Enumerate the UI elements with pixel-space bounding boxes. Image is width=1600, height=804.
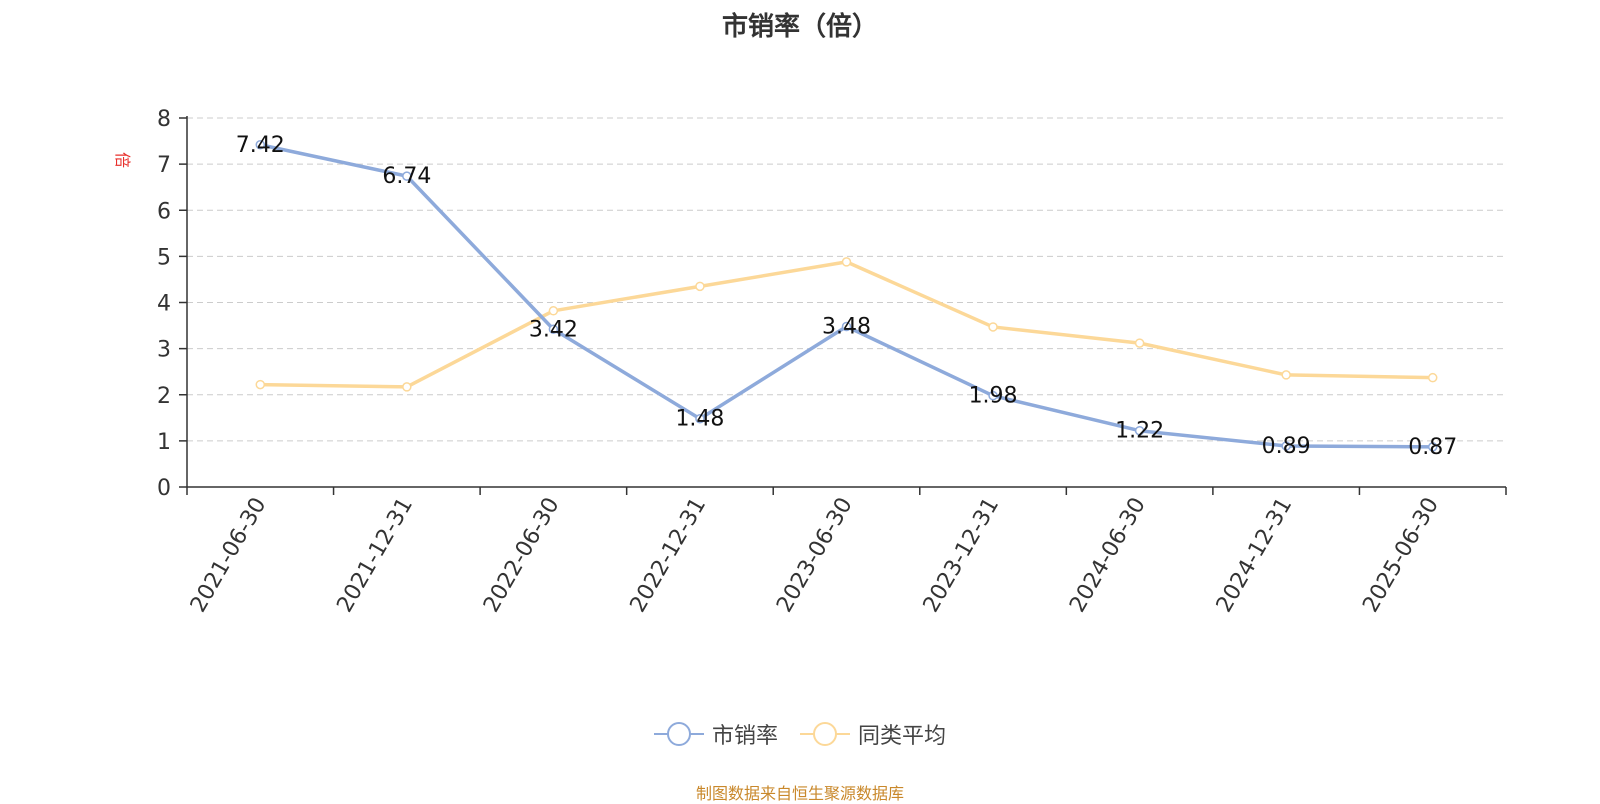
- legend-item-series-2[interactable]: 同类平均: [800, 718, 946, 750]
- y-tick-label: 0: [157, 476, 171, 501]
- series-1-point: [988, 390, 998, 401]
- series-1-point: [255, 140, 266, 150]
- series-2-point: [841, 257, 852, 267]
- y-tick-label: 4: [157, 292, 171, 317]
- data-label: 6.74: [382, 164, 431, 189]
- data-label: 3.48: [822, 314, 871, 339]
- data-label: 1.48: [675, 407, 724, 432]
- series-1-point: [841, 321, 852, 332]
- series-line-1: [259, 143, 1433, 449]
- legend-circle-series-2: [813, 722, 837, 746]
- legend-label-series-1: 市销率: [711, 724, 778, 749]
- series-2-point: [402, 382, 412, 392]
- legend-marker-series-2: [800, 722, 850, 746]
- series-1-point: [1134, 425, 1145, 436]
- legend-label-series-2: 同类平均: [858, 724, 947, 749]
- data-label: 1.22: [1115, 419, 1164, 444]
- series-1-point: [1427, 442, 1438, 452]
- data-label: 0.87: [1408, 435, 1457, 460]
- y-tick-label: 2: [157, 384, 171, 409]
- series-2-point: [255, 379, 266, 390]
- series-1-point: [695, 413, 705, 424]
- x-tick-label: 2024-12-31: [1212, 494, 1298, 617]
- data-label: 3.42: [529, 317, 578, 342]
- source-note: 制图数据来自恒生聚源数据库: [695, 784, 904, 803]
- legend-circle-series-1: [666, 722, 691, 746]
- series-1-point: [548, 324, 559, 335]
- y-tick-label: 8: [157, 107, 171, 132]
- series-2-point: [1427, 372, 1438, 383]
- x-tick-label: 2023-06-30: [772, 494, 858, 617]
- chart-title: 市销率（倍）: [721, 12, 878, 42]
- legend: 市销率 同类平均: [0, 718, 1600, 750]
- x-tick-label: 2021-12-31: [332, 494, 418, 617]
- series-1-point: [1281, 441, 1291, 451]
- y-tick-label: 3: [157, 338, 171, 363]
- data-label: 0.89: [1262, 434, 1311, 459]
- series-1-point: [402, 171, 412, 181]
- y-tick-label: 5: [157, 245, 171, 270]
- series-2-point: [1281, 370, 1291, 380]
- legend-marker-series-1: [653, 722, 704, 746]
- data-label: 1.98: [969, 384, 1018, 409]
- series-2-point: [695, 281, 705, 292]
- series-2-point: [1134, 338, 1145, 348]
- series-2-point: [988, 322, 998, 332]
- data-label: 7.42: [236, 133, 285, 158]
- x-tick-label: 2025-06-30: [1358, 494, 1444, 617]
- x-tick-label: 2022-06-30: [479, 494, 565, 617]
- x-tick-label: 2021-06-30: [186, 494, 272, 617]
- x-tick-label: 2023-12-31: [919, 494, 1005, 617]
- series-2-point: [548, 306, 559, 316]
- x-tick-label: 2024-06-30: [1065, 494, 1151, 617]
- y-tick-label: 1: [157, 430, 171, 455]
- x-tick-label: 2022-12-31: [626, 494, 712, 617]
- y-tick-label: 6: [157, 199, 171, 224]
- y-tick-label: 7: [157, 153, 171, 178]
- line-chart: 0 1 2 3 4 5 6 7 8 2021-06-30 2021-12-31 2022-06-30 2…: [157, 107, 1507, 617]
- legend-item-series-1[interactable]: 市销率: [653, 718, 778, 750]
